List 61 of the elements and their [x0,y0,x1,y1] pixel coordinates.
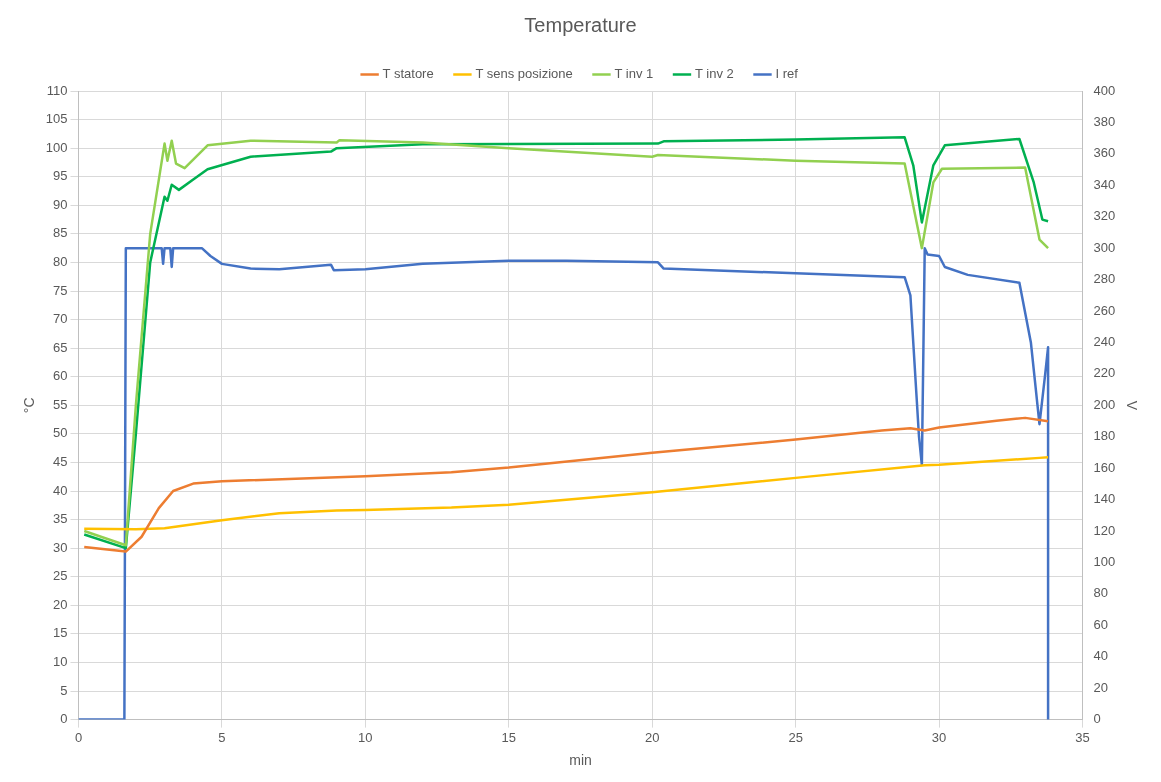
y-tick-label: 20 [53,596,68,612]
y-tick-label: 30 [53,539,68,555]
x-tick-label: 0 [74,729,83,745]
x-tick-label: 5 [218,729,226,745]
y-axis-title: °C [21,397,38,414]
legend-label: T inv 1 [614,66,654,82]
y-tick-label: 55 [53,396,68,412]
y-tick-label: 5 [60,682,68,698]
y-tick-label: 60 [53,368,68,384]
y-tick-label: 110 [46,82,68,98]
y2-tick-label: 220 [1093,365,1116,381]
y2-tick-label: 400 [1093,82,1116,98]
x-tick-label: 15 [501,729,517,745]
x-tick-label: 30 [931,729,947,745]
y2-tick-label: 180 [1093,428,1116,444]
y-tick-label: 50 [53,425,68,441]
y2-tick-label: 100 [1093,554,1116,570]
y2-tick-label: 20 [1093,679,1108,695]
y-tick-label: 105 [45,111,68,127]
y2-tick-label: 140 [1093,491,1116,507]
y-tick-label: 100 [45,139,68,155]
legend-label: I ref [775,66,799,82]
y2-axis-title: V [1123,400,1140,411]
y2-tick-label: 260 [1093,302,1116,318]
chart-title: Temperature [524,13,637,36]
y2-tick-label: 280 [1093,271,1116,287]
y-tick-label: 85 [53,225,68,241]
y2-tick-label: 240 [1093,334,1116,350]
y-tick-label: 90 [53,196,68,212]
y2-tick-label: 160 [1093,459,1116,475]
legend-label: T inv 2 [694,66,734,82]
x-tick-label: 10 [358,729,373,745]
legend-label: T sens posizione [475,66,573,82]
y2-tick-label: 40 [1093,648,1108,664]
y2-tick-label: 320 [1093,208,1116,224]
y-tick-label: 95 [53,168,68,184]
y-tick-label: 75 [53,282,68,298]
x-tick-label: 25 [788,729,803,745]
y-tick-label: 40 [53,482,68,498]
x-tick-label: 20 [644,729,660,745]
legend-label: T statore [382,66,434,82]
x-axis-title: min [569,752,592,769]
y2-tick-label: 80 [1093,585,1108,601]
y2-tick-label: 200 [1093,396,1116,412]
y-tick-label: 80 [53,254,68,270]
x-tick-label: 35 [1075,729,1090,745]
y-tick-label: 35 [53,511,68,527]
y2-tick-label: 120 [1093,522,1116,538]
y-tick-label: 65 [53,339,68,355]
y2-tick-label: 0 [1093,711,1101,727]
y-tick-label: 25 [53,568,68,584]
y-tick-label: 0 [60,711,68,727]
y-tick-label: 70 [53,311,68,327]
y-tick-label: 15 [53,625,68,641]
y2-tick-label: 60 [1093,616,1108,632]
y2-tick-label: 360 [1093,145,1116,161]
y-tick-label: 10 [53,654,68,670]
y2-tick-label: 340 [1093,176,1116,192]
y2-tick-label: 300 [1093,239,1116,255]
y2-tick-label: 380 [1093,114,1116,130]
y-tick-label: 45 [53,454,68,470]
